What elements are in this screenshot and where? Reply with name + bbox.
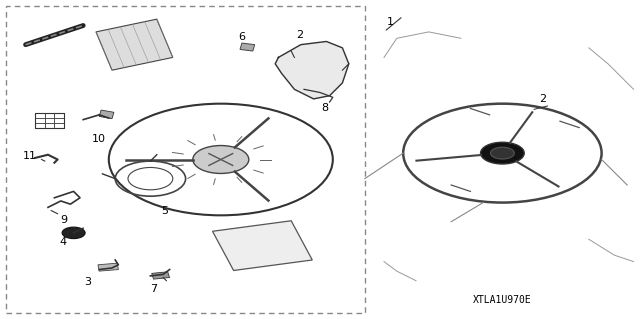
Text: 3: 3 [84,277,91,287]
Polygon shape [99,110,114,119]
Polygon shape [152,272,170,279]
Polygon shape [240,43,255,51]
Polygon shape [96,19,173,70]
Circle shape [193,145,249,174]
Text: 11: 11 [22,151,36,161]
Circle shape [490,147,515,159]
Circle shape [62,227,85,239]
Text: 8: 8 [321,103,328,114]
Circle shape [481,142,524,164]
Text: 6: 6 [239,32,245,42]
Text: 2: 2 [296,30,303,40]
Text: 5: 5 [162,205,168,216]
Text: 4: 4 [59,237,67,248]
Text: 2: 2 [539,94,547,104]
Polygon shape [212,221,312,271]
Text: 9: 9 [60,215,68,225]
Polygon shape [275,41,349,99]
Text: 10: 10 [92,134,106,144]
Text: XTLA1U970E: XTLA1U970E [473,295,532,305]
Text: 1: 1 [387,17,394,27]
Polygon shape [98,263,118,271]
Text: 7: 7 [150,284,157,294]
